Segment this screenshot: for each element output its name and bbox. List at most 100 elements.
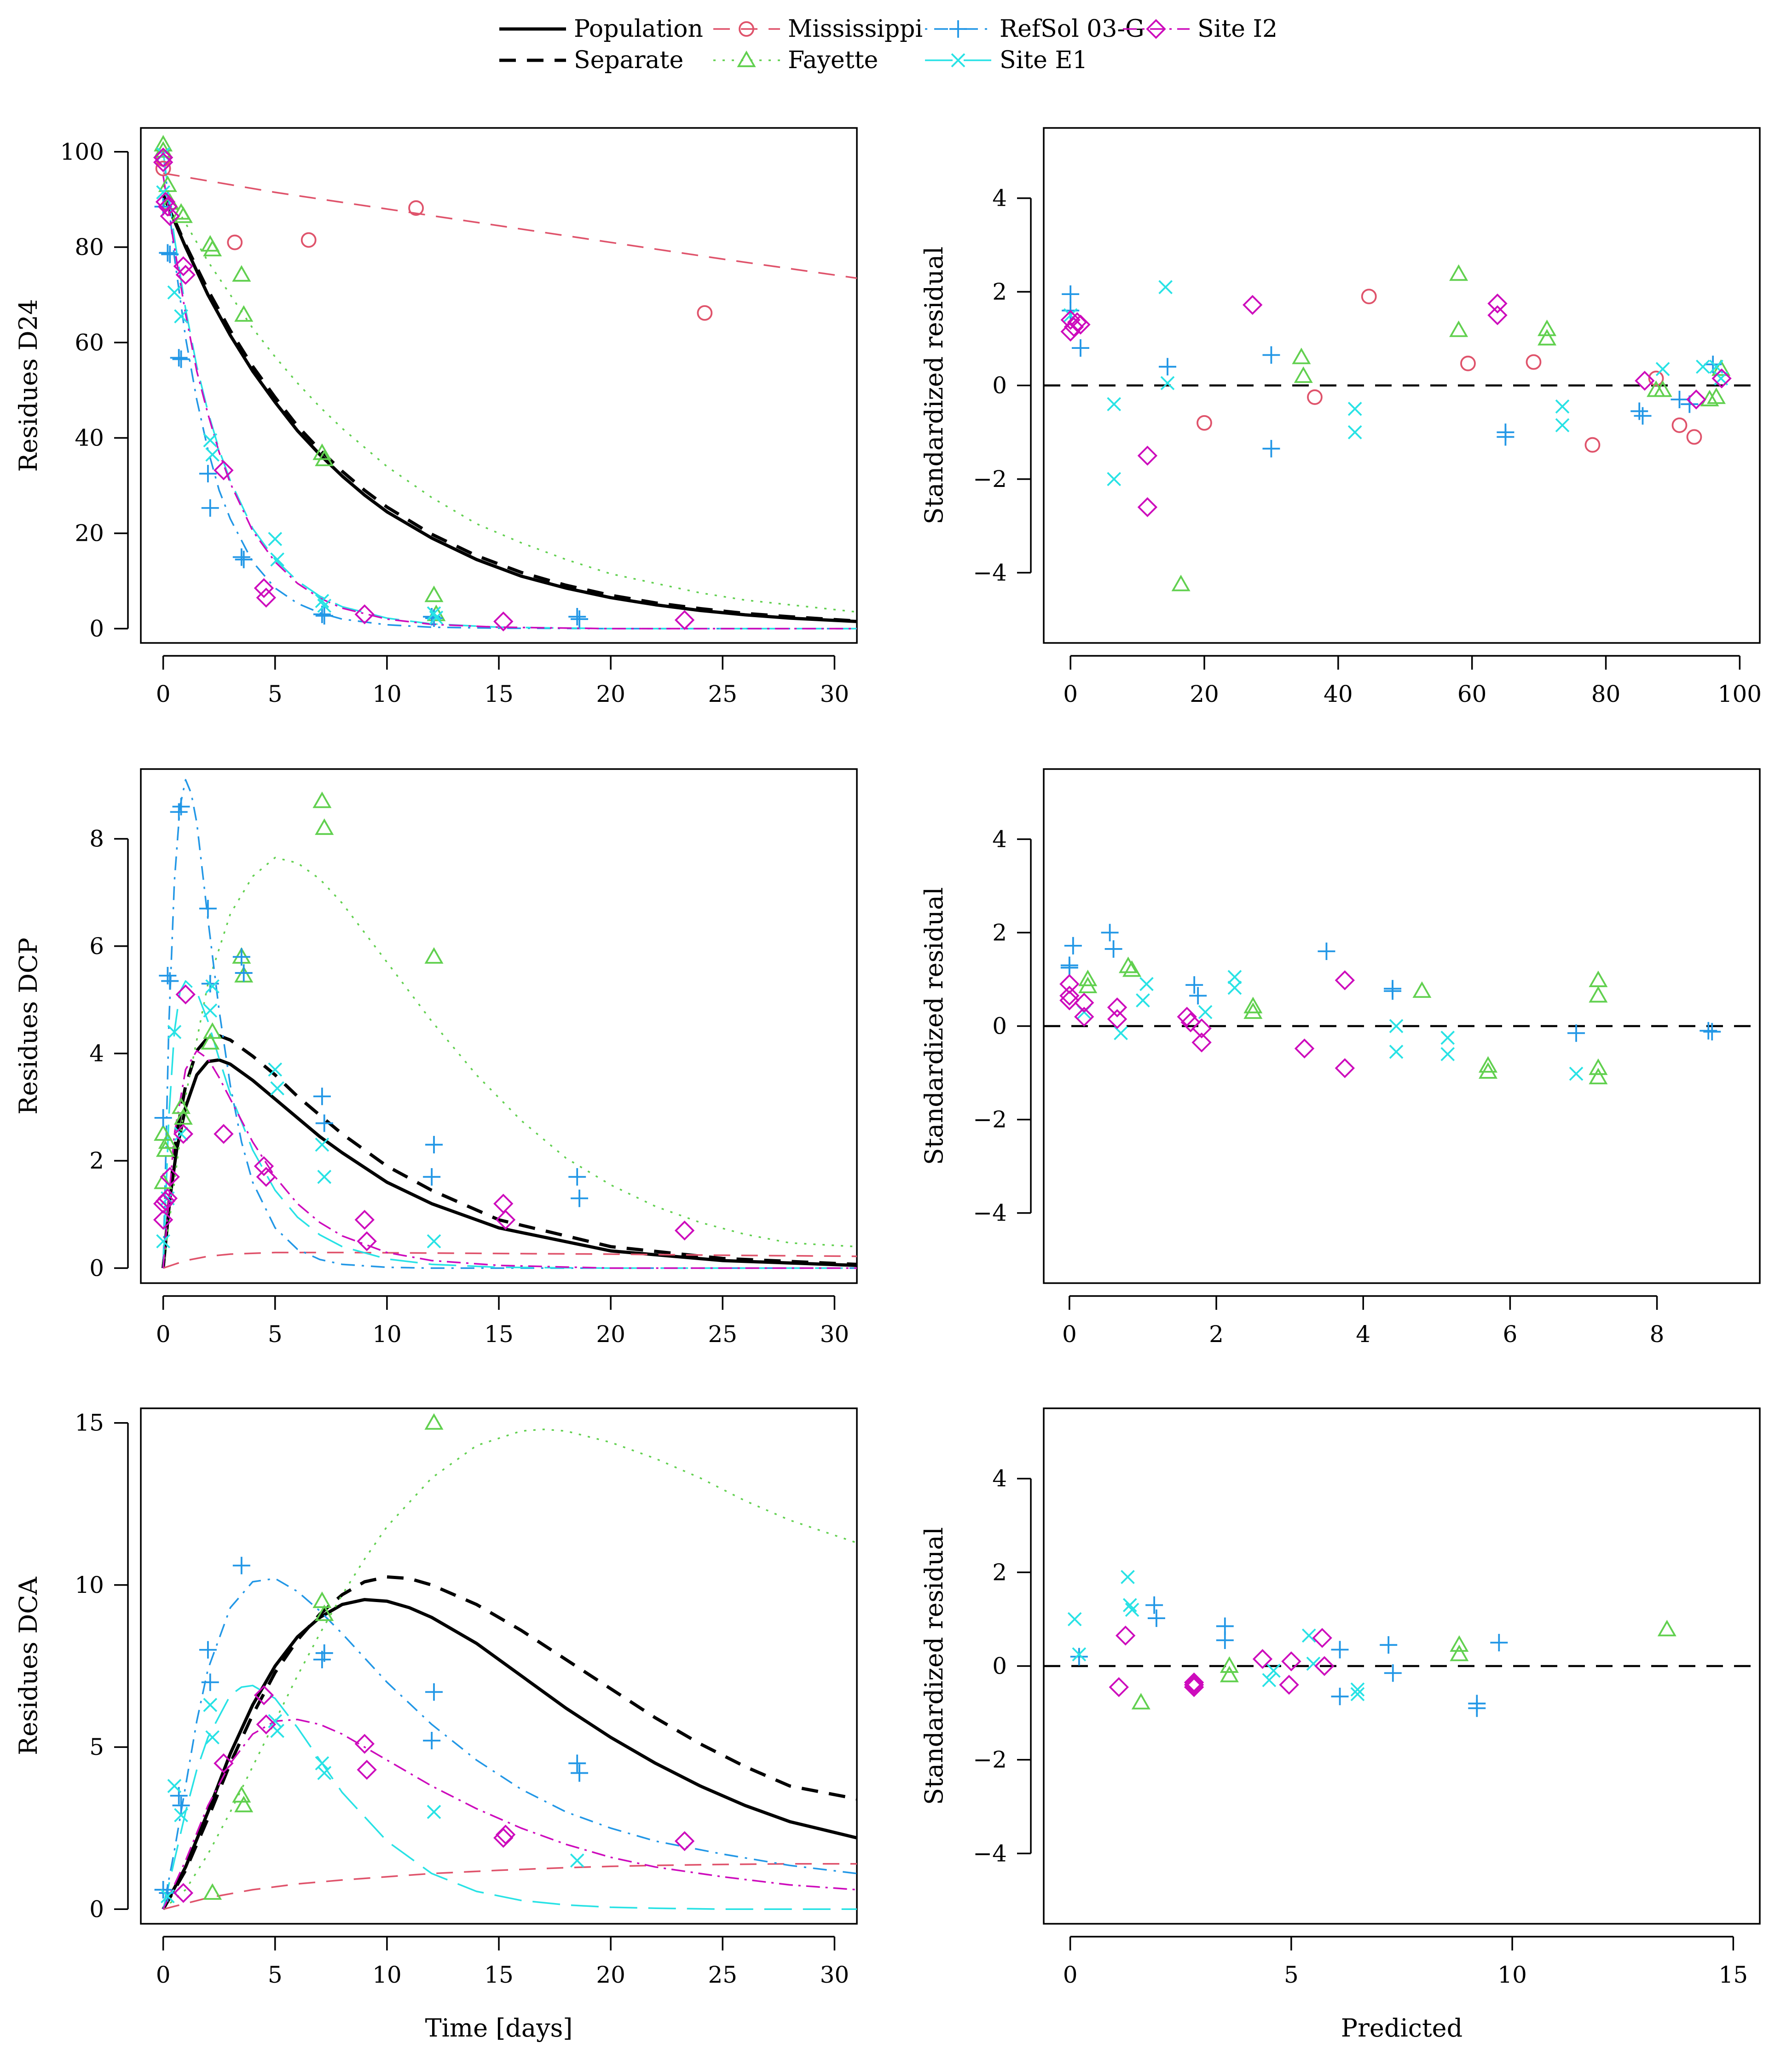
x-tick-label: 100 (1718, 681, 1762, 707)
data-point-refsol-03-g (1104, 940, 1122, 958)
data-point-fayette (424, 947, 444, 964)
legend-label-site-i2: Site I2 (1197, 15, 1278, 43)
data-point-refsol-03-g (1071, 339, 1089, 357)
points-site-e1 (1067, 1570, 1365, 1701)
data-point-site-e1 (317, 598, 332, 613)
y-tick-label: 0 (89, 1255, 104, 1281)
legend-label-site-e1: Site E1 (1000, 46, 1088, 74)
x-tick-label: 0 (156, 681, 171, 707)
data-point-site-i2 (493, 1828, 514, 1848)
x-axis: 0 5 10 15 20 25 30 (156, 1295, 849, 1348)
data-point-fayette (154, 1124, 173, 1141)
y-tick-label: 100 (60, 139, 104, 165)
curve-separate (162, 1575, 857, 1910)
y-tick-label: 4 (992, 1465, 1007, 1492)
data-point-site-e1 (1569, 1066, 1584, 1081)
data-point-refsol-03-g (1567, 1024, 1585, 1042)
data-point-site-e1 (270, 552, 284, 567)
curve-population (162, 194, 857, 623)
data-point-site-i2 (1191, 1032, 1212, 1053)
legend-label-fayette: Fayette (788, 46, 878, 74)
data-point-site-i2 (1335, 1058, 1355, 1078)
y-axis-title: Residues DCA (14, 1576, 43, 1755)
data-point-site-i2 (254, 1685, 274, 1706)
curve-separate (162, 194, 857, 623)
x-tick-label: 20 (596, 1962, 625, 1988)
data-point-site-i2 (153, 152, 173, 173)
curve-refsol-03-g (162, 151, 857, 630)
y-tick-label: 0 (992, 1013, 1007, 1040)
data-point-site-e1 (1389, 1045, 1404, 1059)
data-point-refsol-03-g (1634, 407, 1652, 425)
y-tick-label: 2 (992, 278, 1007, 305)
data-point-fayette (312, 443, 332, 460)
x-tick-label: 4 (1356, 1321, 1370, 1348)
data-point-refsol-03-g (1384, 982, 1402, 1000)
data-point-site-i2 (1059, 974, 1080, 994)
data-point-site-e1 (1158, 280, 1173, 295)
data-point-site-e1 (203, 1698, 218, 1712)
data-point-site-i2 (1137, 497, 1158, 517)
data-point-fayette (1412, 981, 1432, 998)
legend-entry-site-i2: Site I2 (1123, 15, 1278, 43)
y-axis: 0 2 4 6 8 (89, 826, 129, 1281)
data-point-fayette (203, 1022, 222, 1039)
data-point-fayette (1589, 986, 1608, 1003)
y-tick-label: 5 (89, 1734, 104, 1760)
x-tick-label: 2 (1209, 1321, 1224, 1348)
data-point-site-i2 (1137, 446, 1158, 466)
data-point-site-e1 (1122, 1598, 1137, 1612)
data-point-site-i2 (254, 578, 274, 598)
data-point-fayette (1243, 996, 1263, 1013)
data-point-refsol-03-g (1703, 1023, 1721, 1041)
points-fayette (154, 135, 446, 621)
data-point-site-e1 (203, 433, 218, 447)
y-axis-title: Standardized residual (919, 247, 948, 525)
data-point-site-i2 (1312, 1628, 1332, 1648)
panel-resid_dca: 0 5 10 15 −4 −2 0 2 4 Standardized residual Predic… (919, 1407, 1761, 2043)
x-tick-label: 25 (708, 1962, 737, 1988)
data-point-fayette (156, 1140, 175, 1157)
x-tick-label: 5 (268, 1321, 283, 1348)
plot-area (1044, 264, 1760, 591)
points-fayette (203, 1413, 444, 1900)
data-point-site-i2 (1487, 305, 1508, 325)
plot-area (153, 135, 857, 632)
data-point-site-e1 (174, 309, 188, 324)
x-tick-label: 30 (820, 681, 850, 707)
data-point-site-i2 (1314, 1656, 1335, 1676)
data-point-refsol-03-g (1216, 1632, 1234, 1649)
points-refsol-03-g (1060, 924, 1721, 1042)
data-point-site-e1 (1301, 1628, 1316, 1643)
y-tick-label: 6 (89, 933, 104, 960)
data-point-site-i2 (354, 604, 375, 625)
data-point-site-e1 (167, 285, 182, 300)
data-point-mississippi (1671, 417, 1688, 433)
x-tick-label: 8 (1650, 1321, 1665, 1348)
data-point-site-i2 (1191, 1018, 1212, 1039)
plot-area (154, 1413, 857, 1910)
data-point-site-e1 (1107, 397, 1121, 411)
x-tick-label: 0 (1062, 1321, 1077, 1348)
data-point-site-i2 (495, 1824, 516, 1845)
data-point-site-e1 (1262, 1673, 1277, 1687)
data-point-mississippi (1648, 370, 1664, 387)
x-axis: 0 2 4 6 8 (1062, 1295, 1665, 1348)
data-point-site-i2 (495, 1209, 516, 1230)
points-fayette (1171, 264, 1731, 591)
y-tick-label: 80 (75, 234, 104, 260)
curve-mississippi (163, 1251, 857, 1269)
legend-marker-refsol-03-g (949, 20, 967, 38)
data-point-fayette (1700, 389, 1719, 406)
data-point-refsol-03-g (1331, 1641, 1349, 1659)
data-point-refsol-03-g (568, 1754, 586, 1772)
data-point-refsol-03-g (313, 1088, 331, 1105)
data-point-site-e1 (1696, 359, 1710, 374)
data-point-site-e1 (161, 1889, 175, 1904)
data-point-site-e1 (268, 532, 283, 546)
data-point-fayette (1478, 1056, 1498, 1073)
legend-marker-site-e1 (951, 53, 965, 68)
data-point-refsol-03-g (159, 244, 177, 262)
x-tick-label: 0 (1063, 681, 1078, 707)
